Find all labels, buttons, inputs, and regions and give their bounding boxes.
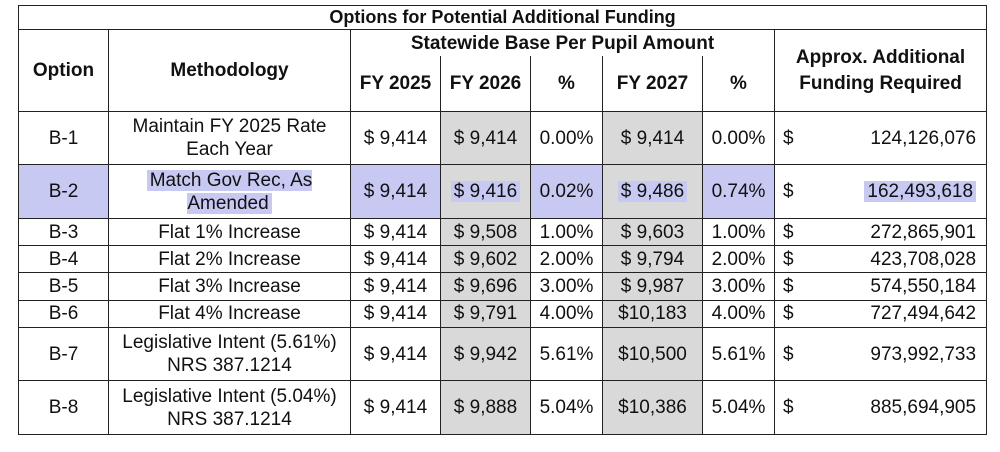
cell-fy2025: $ 9,414	[350, 299, 441, 328]
header-group-base-per-pupil: Statewide Base Per Pupil Amount	[350, 29, 775, 57]
cell-pct-2026: 5.61%	[530, 326, 603, 382]
table-row: B-2 Match Gov Rec, As Amended $ 9,414 $ 9,4…	[18, 164, 988, 219]
cell-fy2026: $ 9,791	[440, 299, 531, 328]
cell-fy2026-text: $ 9,416	[450, 181, 521, 203]
cell-methodology: Flat 2% Increase	[108, 245, 351, 274]
cell-pct-2026: 5.04%	[530, 380, 603, 435]
cell-methodology: Flat 1% Increase	[108, 217, 351, 247]
funding-options-table: Options for Potential Additional Funding…	[17, 4, 988, 435]
cell-pct-2027: 5.61%	[702, 326, 775, 382]
cell-fy2027: $10,183	[602, 299, 703, 328]
cell-dollar-sign: $	[774, 110, 801, 166]
cell-methodology-text: Match Gov Rec, As Amended	[146, 169, 313, 214]
cell-fy2026: $ 9,942	[440, 326, 531, 382]
cell-amount: 973,992,733	[800, 326, 988, 382]
table-row: B-6 Flat 4% Increase $ 9,414 $ 9,791 4.00% $1…	[18, 299, 988, 328]
table-row: B-1 Maintain FY 2025 Rate Each Year $ 9,41…	[18, 110, 988, 166]
cell-dollar-sign: $	[774, 272, 801, 301]
cell-dollar-sign: $	[774, 217, 801, 247]
cell-methodology: Legislative Intent (5.04%) NRS 387.1214	[108, 380, 351, 435]
header-fy2027: FY 2027	[602, 56, 703, 112]
cell-dollar-sign: $	[774, 164, 801, 219]
cell-amount: 727,494,642	[800, 299, 988, 328]
cell-option: B-5	[18, 272, 109, 301]
cell-option: B-8	[18, 380, 109, 435]
cell-fy2025: $ 9,414	[350, 110, 441, 166]
cell-fy2026: $ 9,696	[440, 272, 531, 301]
cell-amount: 124,126,076	[800, 110, 988, 166]
cell-option: B-6	[18, 299, 109, 328]
header-fy2025: FY 2025	[350, 56, 441, 112]
cell-methodology: Legislative Intent (5.61%) NRS 387.1214	[108, 326, 351, 382]
cell-pct-2026: 2.00%	[530, 245, 603, 274]
cell-fy2027: $ 9,794	[602, 245, 703, 274]
cell-pct-2027: 0.74%	[702, 164, 775, 219]
cell-fy2026: $ 9,414	[440, 110, 531, 166]
header-fy2026: FY 2026	[440, 56, 531, 112]
cell-fy2026: $ 9,508	[440, 217, 531, 247]
header-pct-2027: %	[702, 56, 775, 112]
cell-fy2025: $ 9,414	[350, 217, 441, 247]
cell-amount: 574,550,184	[800, 272, 988, 301]
cell-fy2025: $ 9,414	[350, 326, 441, 382]
cell-pct-2026: 0.00%	[530, 110, 603, 166]
table-title: Options for Potential Additional Funding	[17, 4, 988, 31]
cell-amount-text: 162,493,618	[864, 181, 977, 203]
cell-dollar-sign: $	[774, 380, 801, 435]
cell-pct-2027: 2.00%	[702, 245, 775, 274]
cell-methodology: Flat 4% Increase	[108, 299, 351, 328]
table-row: B-7 Legislative Intent (5.61%) NRS 387.12…	[18, 326, 988, 382]
cell-fy2025: $ 9,414	[350, 380, 441, 435]
cell-dollar-sign: $	[774, 326, 801, 382]
cell-methodology: Flat 3% Increase	[108, 272, 351, 301]
cell-option: B-3	[18, 217, 109, 247]
cell-pct-2027: 5.04%	[702, 380, 775, 435]
cell-pct-2027: 1.00%	[702, 217, 775, 247]
header-additional-funding: Approx. Additional Funding Required	[773, 29, 988, 112]
cell-fy2026: $ 9,602	[440, 245, 531, 274]
cell-fy2025: $ 9,414	[350, 272, 441, 301]
table-row: B-8 Legislative Intent (5.04%) NRS 387.12…	[18, 380, 988, 435]
cell-amount: 423,708,028	[800, 245, 988, 274]
cell-pct-2026: 1.00%	[530, 217, 603, 247]
cell-amount: 272,865,901	[800, 217, 988, 247]
cell-pct-2027: 0.00%	[702, 110, 775, 166]
header-option: Option	[18, 29, 109, 112]
cell-fy2027: $ 9,603	[602, 217, 703, 247]
cell-option: B-2	[18, 164, 109, 219]
cell-amount: 162,493,618	[800, 164, 988, 219]
cell-option: B-7	[18, 326, 109, 382]
cell-methodology: Maintain FY 2025 Rate Each Year	[108, 110, 351, 166]
header-pct-2026: %	[530, 56, 603, 112]
cell-fy2025: $ 9,414	[350, 164, 441, 219]
table-row: B-5 Flat 3% Increase $ 9,414 $ 9,696 3.00% $ …	[18, 272, 988, 301]
cell-dollar-sign: $	[774, 245, 801, 274]
cell-pct-2026: 0.02%	[530, 164, 603, 219]
cell-option: B-4	[18, 245, 109, 274]
cell-fy2025: $ 9,414	[350, 245, 441, 274]
cell-pct-2027: 3.00%	[702, 272, 775, 301]
cell-fy2026: $ 9,888	[440, 380, 531, 435]
cell-fy2027: $ 9,987	[602, 272, 703, 301]
cell-fy2027: $10,500	[602, 326, 703, 382]
cell-amount: 885,694,905	[800, 380, 988, 435]
cell-pct-2026: 4.00%	[530, 299, 603, 328]
cell-fy2027: $ 9,486	[602, 164, 703, 219]
cell-fy2026: $ 9,416	[440, 164, 531, 219]
cell-option: B-1	[18, 110, 109, 166]
cell-methodology: Match Gov Rec, As Amended	[108, 164, 351, 219]
cell-fy2027-text: $ 9,486	[617, 181, 688, 203]
cell-pct-2027: 4.00%	[702, 299, 775, 328]
cell-pct-2026: 3.00%	[530, 272, 603, 301]
cell-fy2027: $ 9,414	[602, 110, 703, 166]
cell-fy2027: $10,386	[602, 380, 703, 435]
table-row: B-3 Flat 1% Increase $ 9,414 $ 9,508 1.00% $ …	[18, 217, 988, 247]
header-methodology: Methodology	[108, 29, 351, 112]
table-row: B-4 Flat 2% Increase $ 9,414 $ 9,602 2.00% $ …	[18, 245, 988, 274]
cell-dollar-sign: $	[774, 299, 801, 328]
